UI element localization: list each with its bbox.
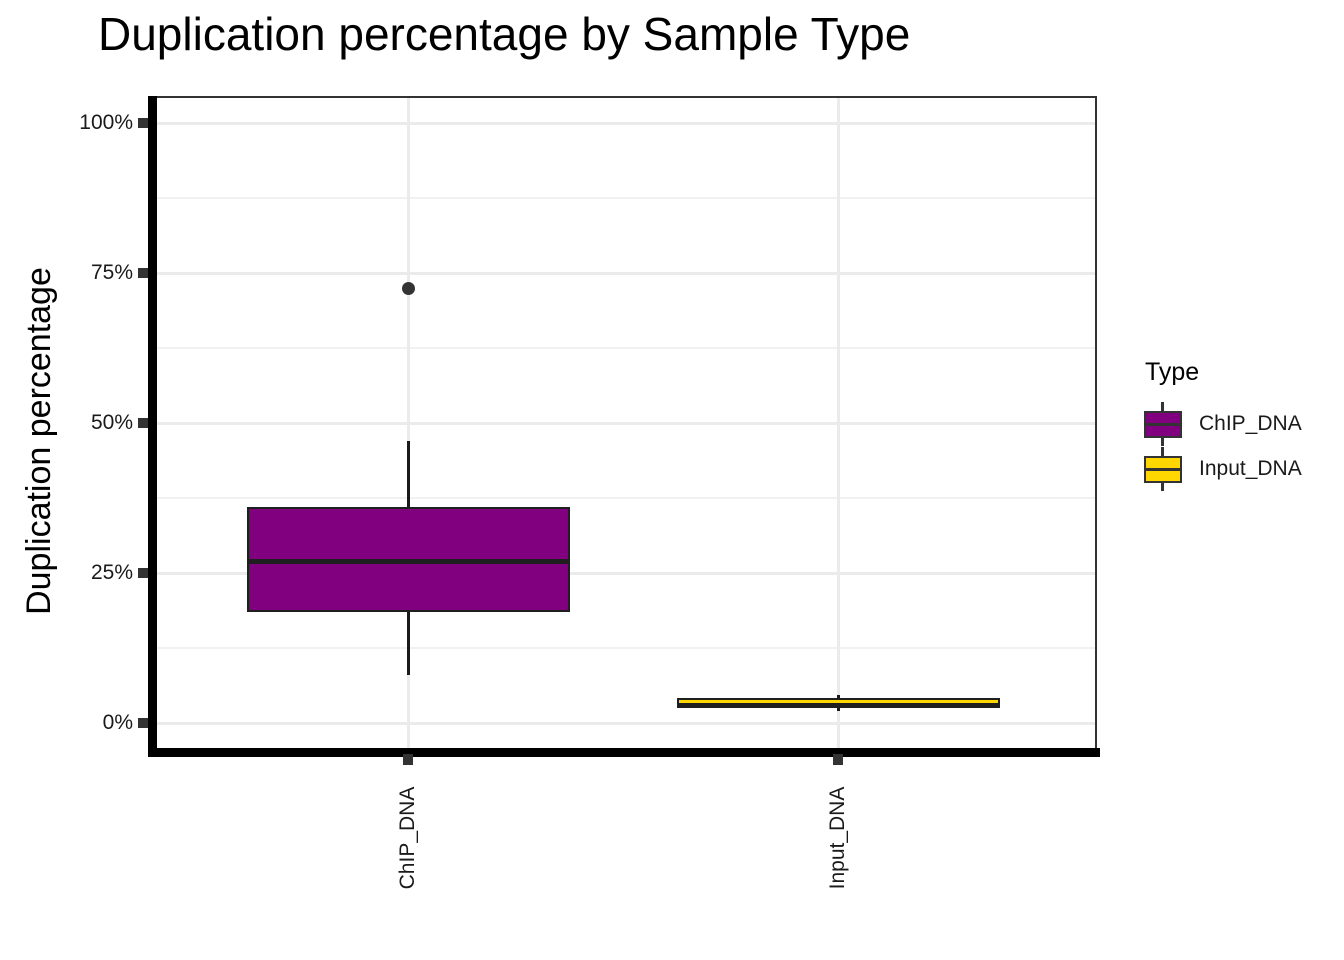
gridline-major [152,571,1097,575]
y-tick-label: 0% [102,711,133,734]
chart-title: Duplication percentage by Sample Type [98,8,911,60]
y-tick-label: 75% [90,261,133,284]
gridline-major [152,121,1097,125]
y-tick-mark [138,718,148,728]
x-tick-label: ChIP_DNA [396,786,419,890]
legend-swatch-median [1144,467,1182,471]
legend-item-Input_DNA: Input_DNA [1143,446,1343,491]
gridline-vertical [406,96,410,753]
x-tick-label: Input_DNA [826,786,849,890]
boxplot-median-ChIP_DNA [248,558,568,564]
gridline-minor [152,347,1097,349]
gridline-vertical [836,96,840,753]
legend-boxplot-swatch [1143,446,1183,491]
legend-title: Type [1145,358,1200,386]
y-tick-label: 50% [90,411,133,434]
gridline-minor [152,647,1097,649]
x-tick-mark [833,754,843,765]
y-axis-line [148,96,157,757]
gridline-major [152,271,1097,275]
legend-label: Input_DNA [1199,456,1302,480]
legend: Type ChIP_DNA Input_DNA [1143,358,1343,491]
y-tick-label: 100% [79,111,133,134]
boxplot-outlier-ChIP_DNA [401,281,415,295]
y-tick-label: 25% [90,561,133,584]
y-tick-mark [138,418,148,428]
boxplot-median-Input_DNA [678,703,998,709]
legend-label: ChIP_DNA [1199,411,1302,435]
gridline-major [152,721,1097,725]
legend-boxplot-swatch [1143,401,1183,446]
x-axis-line [148,748,1100,757]
y-tick-mark [138,118,148,128]
legend-swatch-median [1144,422,1182,426]
x-tick-mark [403,754,413,765]
y-tick-mark [138,268,148,278]
gridline-major [152,421,1097,425]
panel-border [152,96,1097,753]
gridline-minor [152,197,1097,199]
legend-item-ChIP_DNA: ChIP_DNA [1143,401,1343,446]
legend-rows: ChIP_DNA Input_DNA [1143,401,1343,491]
plot-panel [152,96,1097,753]
gridline-minor [152,497,1097,499]
y-tick-mark [138,568,148,578]
